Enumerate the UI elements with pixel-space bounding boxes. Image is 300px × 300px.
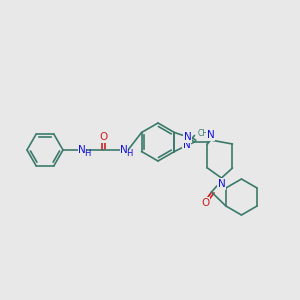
Text: O: O [99,132,107,142]
Text: N: N [120,145,128,155]
Text: H: H [126,149,132,158]
Text: N: N [78,145,86,155]
Text: H: H [84,149,90,158]
Text: O: O [201,198,210,208]
Text: CH₃: CH₃ [197,129,212,138]
Text: N: N [184,133,191,142]
Text: N: N [218,179,225,189]
Text: N: N [207,130,214,140]
Text: N: N [183,140,190,151]
